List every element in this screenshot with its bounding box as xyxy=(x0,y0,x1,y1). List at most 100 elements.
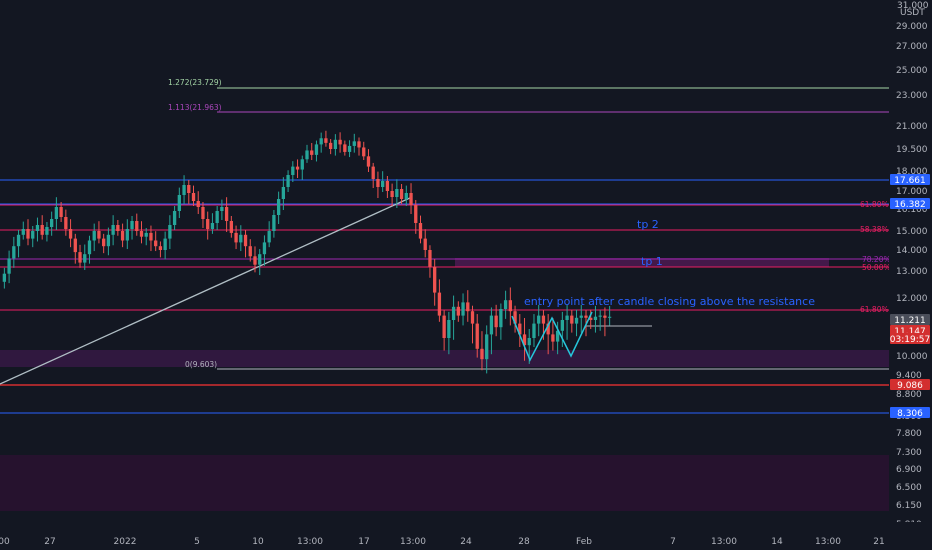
candle-body xyxy=(239,234,243,243)
x-tick-label: 14 xyxy=(771,537,783,547)
candle-body xyxy=(574,317,579,324)
candle-body xyxy=(513,311,517,324)
price-tag-label: 16.382 xyxy=(894,200,926,210)
y-tick-label: 19.500 xyxy=(896,145,928,155)
candle-body xyxy=(135,221,139,231)
candle-body xyxy=(310,150,314,155)
candle-body xyxy=(300,159,304,170)
price-tag-label: 03:19:57 xyxy=(890,335,930,345)
candle-body xyxy=(470,311,475,324)
candle-body xyxy=(116,225,120,231)
tp1-label[interactable]: tp 1 xyxy=(641,255,663,268)
candle-body xyxy=(106,234,111,247)
candle-body xyxy=(92,231,96,241)
candle-body xyxy=(111,225,115,235)
candlestick-series xyxy=(2,130,612,374)
price-tag xyxy=(890,198,930,209)
x-tick-label: 17 xyxy=(358,537,369,547)
candle-body xyxy=(447,320,451,338)
candle-body xyxy=(73,238,77,253)
y-tick-label: 15.000 xyxy=(896,227,928,237)
y-tick-label: 13.000 xyxy=(896,267,928,277)
y-tick-label: 16.100 xyxy=(896,205,928,215)
candle-body xyxy=(385,181,390,191)
price-tag-label: 17.661 xyxy=(894,176,926,186)
candle-body xyxy=(215,211,219,223)
x-tick-label: 13:00 xyxy=(400,537,426,547)
x-tick-label: 13:00 xyxy=(815,537,841,547)
candle-body xyxy=(343,144,347,152)
candle-body xyxy=(418,223,423,239)
x-tick-label: 13:00 xyxy=(711,537,737,547)
candle-body xyxy=(97,231,101,239)
price-tag-label: 11.211 xyxy=(894,316,926,326)
candle-body xyxy=(390,191,394,197)
x-tick-label: 10 xyxy=(252,537,264,547)
candle-body xyxy=(54,207,59,219)
candle-body xyxy=(546,323,550,335)
candle-body xyxy=(286,175,290,187)
tp2-label[interactable]: tp 2 xyxy=(637,218,659,231)
time-axis[interactable] xyxy=(0,522,932,550)
y-tick-label: 27.000 xyxy=(896,42,928,52)
candle-body xyxy=(499,309,503,328)
candle-body xyxy=(489,315,494,335)
price-tag xyxy=(890,174,930,185)
candle-body xyxy=(399,189,404,199)
candle-body xyxy=(220,207,224,211)
y-tick-label: 10.000 xyxy=(896,352,928,362)
x-tick-label: 21 xyxy=(873,537,884,547)
candle-body xyxy=(414,205,418,223)
candle-body xyxy=(603,315,607,318)
candle-body xyxy=(206,219,210,229)
x-tick-label: 5 xyxy=(194,537,200,547)
candle-body xyxy=(589,317,593,320)
candle-body xyxy=(607,316,612,318)
entry-note[interactable]: entry point after candle closing above t… xyxy=(524,295,815,308)
candle-body xyxy=(258,254,262,265)
x-tick-label: 28 xyxy=(518,537,530,547)
candle-body xyxy=(508,300,512,312)
candle-body xyxy=(371,166,375,179)
price-tag xyxy=(890,407,930,418)
price-tag xyxy=(890,379,930,390)
candle-body xyxy=(541,315,546,324)
x-tick-label: Feb xyxy=(576,537,592,547)
y-tick-label: 17.000 xyxy=(896,187,928,197)
x-tick-label: 27 xyxy=(44,537,55,547)
candle-body xyxy=(158,246,163,250)
candle-body xyxy=(433,266,437,293)
right-fib-label-4: 50.00% xyxy=(862,263,891,272)
candle-body xyxy=(35,225,40,231)
candle-body xyxy=(168,225,172,239)
candle-body xyxy=(144,232,148,237)
candle-body xyxy=(409,193,413,205)
fib-zero-label: 0(9.603) xyxy=(185,360,217,369)
demand-zone-lower xyxy=(0,455,889,511)
candle-body xyxy=(281,187,286,199)
candle-body xyxy=(243,234,248,247)
candle-body xyxy=(593,316,598,320)
candle-body xyxy=(253,256,257,265)
candle-body xyxy=(49,219,54,227)
candle-body xyxy=(16,234,21,247)
candle-body xyxy=(437,292,442,316)
ascending-trendline[interactable] xyxy=(0,196,413,385)
candle-body xyxy=(333,139,338,149)
candle-body xyxy=(570,315,574,324)
candle-body xyxy=(149,232,153,241)
y-tick-label: 14.000 xyxy=(896,246,928,256)
y-tick-label: 21.000 xyxy=(896,122,928,132)
candle-body xyxy=(182,185,186,195)
candle-body xyxy=(480,348,484,360)
double-bottom-pattern[interactable] xyxy=(511,311,593,362)
candle-body xyxy=(555,330,560,342)
candle-body xyxy=(319,138,323,145)
candle-body xyxy=(12,246,16,259)
x-tick-label: 00 xyxy=(0,537,10,547)
axis-top-partial: 31.000 xyxy=(897,1,929,11)
candle-body xyxy=(551,334,555,342)
price-axis[interactable] xyxy=(889,0,932,520)
candle-body xyxy=(272,215,276,231)
